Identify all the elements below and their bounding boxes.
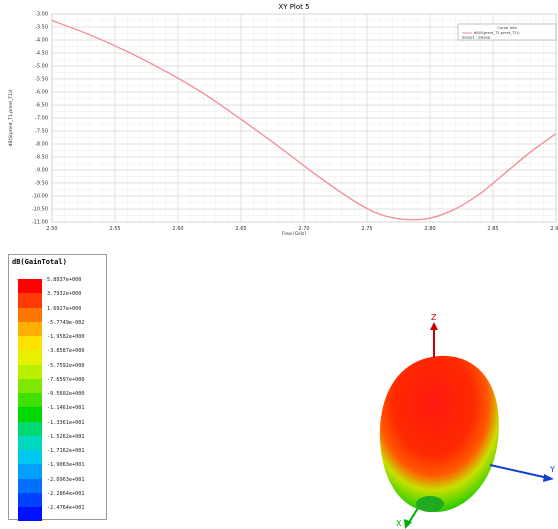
radiation-pattern-surface xyxy=(379,355,499,513)
y-axis-label: Y xyxy=(549,465,555,474)
gain-color-legend: dB(GainTotal) 5.8937e+000 3.7932e+000 1.69… xyxy=(8,254,107,522)
y-tick-label: -10.00 xyxy=(32,194,48,200)
gain-color-swatch xyxy=(18,307,42,322)
x-tick-label: 2.75 xyxy=(361,226,372,232)
z-axis-label: Z xyxy=(431,313,437,322)
gain-legend-value: 3.7932e+000 xyxy=(47,291,82,298)
gain-legend-value: -1.3361e+001 xyxy=(47,419,85,426)
gain-color-swatch xyxy=(18,421,42,436)
curve-legend-trace: dB(S(prent_T1,prent_T1)) xyxy=(474,31,520,35)
y-tick-label: -7.00 xyxy=(35,116,48,122)
gain-color-swatch xyxy=(18,279,42,294)
gain-legend-value: -7.6597e+000 xyxy=(47,376,85,383)
gain-legend-value: -1.9582e+000 xyxy=(47,334,85,340)
gain-legend-value: 5.8937e+000 xyxy=(47,277,82,283)
gain-legend-value: -2.4764e+001 xyxy=(47,505,85,511)
gain-legend-value: -5.7749e-002 xyxy=(47,319,85,326)
gain-legend-value: -1.7162e+001 xyxy=(47,448,85,454)
gain-color-swatch xyxy=(18,378,42,393)
gain-color-swatch xyxy=(18,364,42,379)
y-axis-arrow xyxy=(543,474,554,482)
gain-legend-value: -1.9063e+001 xyxy=(47,462,85,469)
y-tick-label: -5.00 xyxy=(35,64,48,70)
gain-legend-value: -2.2864e+001 xyxy=(47,490,85,497)
curve-legend-box xyxy=(457,23,557,41)
y-tick-label: -3.50 xyxy=(35,25,48,31)
gain-color-bar xyxy=(18,279,42,522)
gain-color-swatch xyxy=(18,293,42,308)
gain-legend-title: dB(GainTotal) xyxy=(12,258,67,266)
y-tick-label: -6.50 xyxy=(35,103,48,109)
gain-legend-value: -1.1461e+001 xyxy=(47,405,85,412)
y-tick-label: -8.50 xyxy=(35,155,48,161)
y-axis-line xyxy=(489,464,549,479)
curve-legend-header: Curve Info xyxy=(497,25,517,30)
y-axis-label: dB(S(prent_T1,prent_T1)) xyxy=(8,89,14,146)
y-tick-label: -10.50 xyxy=(32,207,48,213)
gain-legend-value: 1.6927e+000 xyxy=(47,305,82,312)
gain-color-swatch xyxy=(18,407,42,422)
y-tick-label: -4.50 xyxy=(35,51,48,57)
y-tick-label: -6.00 xyxy=(35,90,48,96)
x-tick-label: 2.65 xyxy=(235,226,246,232)
y-tick-label: -7.50 xyxy=(35,129,48,135)
x-tick-label: 2.80 xyxy=(424,226,435,232)
x-tick-label: 2.55 xyxy=(109,226,120,232)
radiation-pattern-3d-view[interactable]: Z Y X xyxy=(330,300,558,529)
x-tick-label: 2.90 xyxy=(550,226,558,232)
curve-legend-setup: Setup1 : Sweep xyxy=(462,36,491,40)
gain-color-swatch xyxy=(18,492,42,507)
gain-legend-value: -3.8587e+000 xyxy=(47,348,85,355)
y-tick-label: -4.00 xyxy=(35,38,48,44)
gain-color-swatch xyxy=(18,350,42,365)
x-tick-label: 2.50 xyxy=(46,226,57,232)
gain-color-swatch xyxy=(18,450,42,465)
gain-legend-value: -1.5262e+001 xyxy=(47,433,85,440)
gain-legend-value: -5.7592e+000 xyxy=(47,362,85,369)
x-tick-label: 2.85 xyxy=(487,226,498,232)
xy-plot-svg: 2.50 2.55 2.60 2.65 2.70 2.75 2.80 2.85 2.90 -3.0… xyxy=(8,3,558,235)
x-axis-label: X xyxy=(396,519,402,528)
y-tick-label: -11.00 xyxy=(32,220,48,226)
gain-color-swatch xyxy=(18,464,42,479)
x-axis-label: Freq [GHz] xyxy=(282,231,306,235)
plot-title: XY Plot 5 xyxy=(278,3,309,11)
pattern-bottom-lobe xyxy=(416,496,444,512)
gain-color-swatch xyxy=(18,478,42,493)
y-tick-label: -9.50 xyxy=(35,181,48,187)
z-axis-arrow xyxy=(430,322,438,330)
x-axis-arrow xyxy=(404,519,412,529)
gain-legend-value: -2.0963e+001 xyxy=(47,476,85,483)
y-tick-label: -8.00 xyxy=(35,142,48,148)
gain-color-swatch xyxy=(18,435,42,450)
gain-color-swatch xyxy=(18,507,42,522)
gain-color-swatch xyxy=(18,321,42,336)
x-tick-label: 2.60 xyxy=(172,226,183,232)
xy-plot-panel: 2.50 2.55 2.60 2.65 2.70 2.75 2.80 2.85 2.90 -3.0… xyxy=(0,0,558,235)
gain-color-swatch xyxy=(18,336,42,351)
y-tick-label: -9.00 xyxy=(35,168,48,174)
gain-legend-value: -9.5602e+000 xyxy=(47,391,85,397)
x-tick-label: 2.70 xyxy=(298,226,309,232)
y-tick-label: -5.50 xyxy=(35,77,48,83)
gain-color-swatch xyxy=(18,393,42,408)
y-tick-label: -3.00 xyxy=(35,12,48,18)
